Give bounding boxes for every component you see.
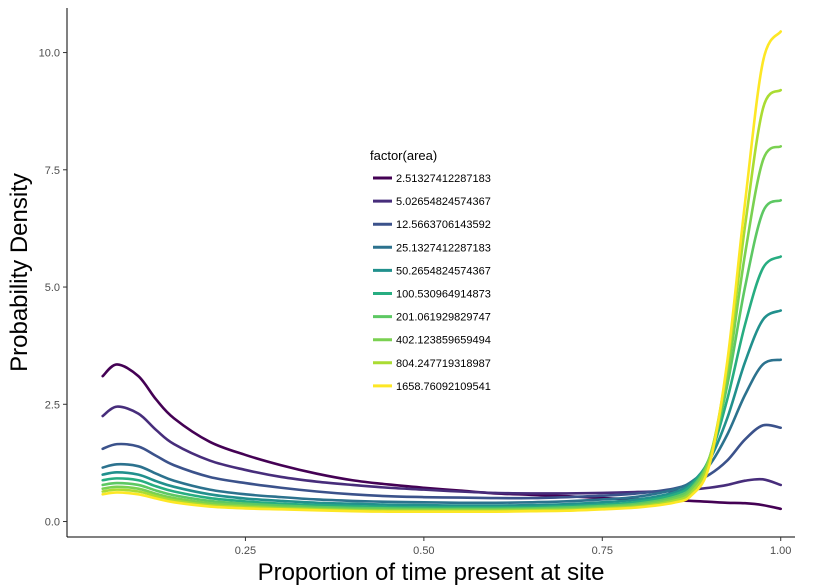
y-tick-label: 5.0 xyxy=(45,282,60,294)
legend-label-7: 201.061929829747 xyxy=(396,312,491,324)
legend-title: factor(area) xyxy=(370,148,437,163)
legend: factor(area) 2.51327412287183 5.0265482457… xyxy=(370,148,491,393)
legend-label-6: 100.530964914873 xyxy=(396,289,491,301)
legend-label-3: 12.5663706143592 xyxy=(396,219,491,231)
y-tick-label: 10.0 xyxy=(39,48,60,60)
legend-label-9: 804.247719318987 xyxy=(396,358,491,370)
series-line-10 xyxy=(101,30,783,514)
x-tick-label: 0.25 xyxy=(235,545,256,557)
series-line-2 xyxy=(101,405,783,495)
y-axis-title: Probability Density xyxy=(6,173,33,372)
legend-label-2: 5.02654824574367 xyxy=(396,196,491,208)
legend-label-4: 25.1327412287183 xyxy=(396,242,491,254)
legend-label-5: 50.2654824574367 xyxy=(396,265,491,277)
legend-label-1: 2.51327412287183 xyxy=(396,173,491,185)
series-line-3 xyxy=(101,423,783,500)
legend-label-10: 1658.76092109541 xyxy=(396,381,491,393)
y-tick-label: 7.5 xyxy=(45,165,60,177)
x-axis-title: Proportion of time present at site xyxy=(258,559,605,586)
x-tick-label: 0.75 xyxy=(592,545,613,557)
y-tick-label: 2.5 xyxy=(45,399,60,411)
x-tick-label: 1.00 xyxy=(770,545,791,557)
legend-label-8: 402.123859659494 xyxy=(396,335,491,347)
y-tick-label: 0.0 xyxy=(45,517,60,529)
x-tick-label: 0.50 xyxy=(413,545,434,557)
axes: 0.0 2.5 5.0 7.5 10.0 0.25 0.50 0.75 1.00 Proporti… xyxy=(6,8,795,586)
series-lines xyxy=(101,30,783,514)
